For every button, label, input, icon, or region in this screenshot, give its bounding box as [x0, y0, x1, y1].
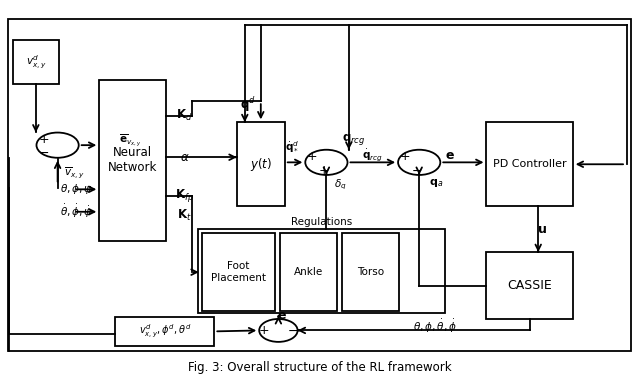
Text: $\alpha$: $\alpha$ — [180, 151, 189, 164]
Text: $\dot{\mathbf{q}}_{rcg}$: $\dot{\mathbf{q}}_{rcg}$ — [362, 147, 383, 162]
Text: Torso: Torso — [357, 267, 384, 277]
Text: $\mathbf{u}$: $\mathbf{u}$ — [538, 223, 547, 236]
Text: $\overline{\mathbf{e}}_{v_{x,y}}$: $\overline{\mathbf{e}}_{v_{x,y}}$ — [118, 132, 141, 149]
Text: $-$: $-$ — [411, 164, 422, 177]
Text: $\theta, \phi, \dot{\theta}, \dot{\phi}$: $\theta, \phi, \dot{\theta}, \dot{\phi}$ — [413, 318, 457, 335]
FancyBboxPatch shape — [237, 122, 285, 206]
FancyBboxPatch shape — [202, 233, 275, 311]
FancyBboxPatch shape — [342, 233, 399, 311]
Circle shape — [398, 150, 440, 175]
Text: $v^d_{x,y}, \phi^d, \theta^d$: $v^d_{x,y}, \phi^d, \theta^d$ — [138, 323, 191, 340]
FancyBboxPatch shape — [115, 317, 214, 346]
Text: PD Controller: PD Controller — [493, 159, 566, 169]
Text: +: + — [259, 324, 269, 337]
Text: Regulations: Regulations — [291, 217, 352, 227]
Text: $-$: $-$ — [38, 146, 49, 159]
Text: $\delta_q$: $\delta_q$ — [334, 177, 347, 192]
FancyBboxPatch shape — [13, 40, 59, 84]
Text: $\mathbf{K}_{fp}$: $\mathbf{K}_{fp}$ — [175, 187, 194, 204]
FancyBboxPatch shape — [486, 252, 573, 319]
FancyBboxPatch shape — [486, 122, 573, 206]
FancyBboxPatch shape — [280, 233, 337, 311]
Text: Neural
Network: Neural Network — [108, 146, 157, 175]
Text: $\dot{\mathbf{q}}^d_*$: $\dot{\mathbf{q}}^d_*$ — [285, 140, 300, 154]
Text: +: + — [38, 133, 49, 146]
Text: Foot
Placement: Foot Placement — [211, 261, 266, 283]
Text: +: + — [307, 150, 317, 163]
Text: $y(t)$: $y(t)$ — [250, 156, 272, 173]
Text: $\mathbf{e}$: $\mathbf{e}$ — [445, 149, 455, 162]
Text: $\overline{v}_{x,y}$: $\overline{v}_{x,y}$ — [64, 165, 84, 180]
Circle shape — [36, 133, 79, 158]
Circle shape — [305, 150, 348, 175]
Text: $-$: $-$ — [287, 324, 298, 337]
Text: +: + — [319, 164, 329, 177]
FancyBboxPatch shape — [99, 80, 166, 241]
Text: $\mathbf{q}_{rcg}$: $\mathbf{q}_{rcg}$ — [342, 132, 365, 147]
Text: $\mathbf{e}$: $\mathbf{e}$ — [276, 309, 287, 322]
Text: $v^d_{x,y}$: $v^d_{x,y}$ — [26, 53, 46, 71]
Text: Ankle: Ankle — [294, 267, 323, 277]
Text: Fig. 3: Overall structure of the RL framework: Fig. 3: Overall structure of the RL fram… — [188, 361, 452, 374]
Circle shape — [259, 319, 298, 342]
Text: $\mathbf{q}_a$: $\mathbf{q}_a$ — [429, 177, 443, 189]
Text: $\theta, \phi, \psi$: $\theta, \phi, \psi$ — [60, 182, 93, 196]
Text: $\mathbf{K}_t$: $\mathbf{K}_t$ — [177, 207, 191, 223]
Text: $\mathbf{q}^d$: $\mathbf{q}^d$ — [240, 96, 256, 115]
Text: CASSIE: CASSIE — [508, 279, 552, 292]
Text: $\mathbf{K}_d$: $\mathbf{K}_d$ — [176, 108, 193, 123]
Text: +: + — [400, 150, 410, 163]
Text: $\dot{\theta}, \dot{\phi}, \dot{\psi}$: $\dot{\theta}, \dot{\phi}, \dot{\psi}$ — [60, 203, 93, 220]
